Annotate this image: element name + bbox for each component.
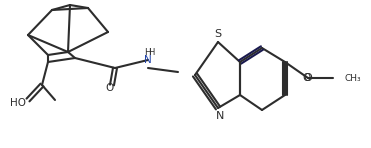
- Text: O: O: [303, 73, 311, 83]
- Text: HO: HO: [10, 98, 26, 108]
- Text: S: S: [214, 29, 221, 39]
- Text: N: N: [216, 111, 224, 121]
- Text: N: N: [144, 55, 152, 65]
- Text: CH₃: CH₃: [345, 74, 362, 82]
- Text: H: H: [148, 48, 154, 57]
- Text: O: O: [303, 73, 312, 83]
- Text: H: H: [145, 48, 151, 57]
- Text: O: O: [106, 83, 114, 93]
